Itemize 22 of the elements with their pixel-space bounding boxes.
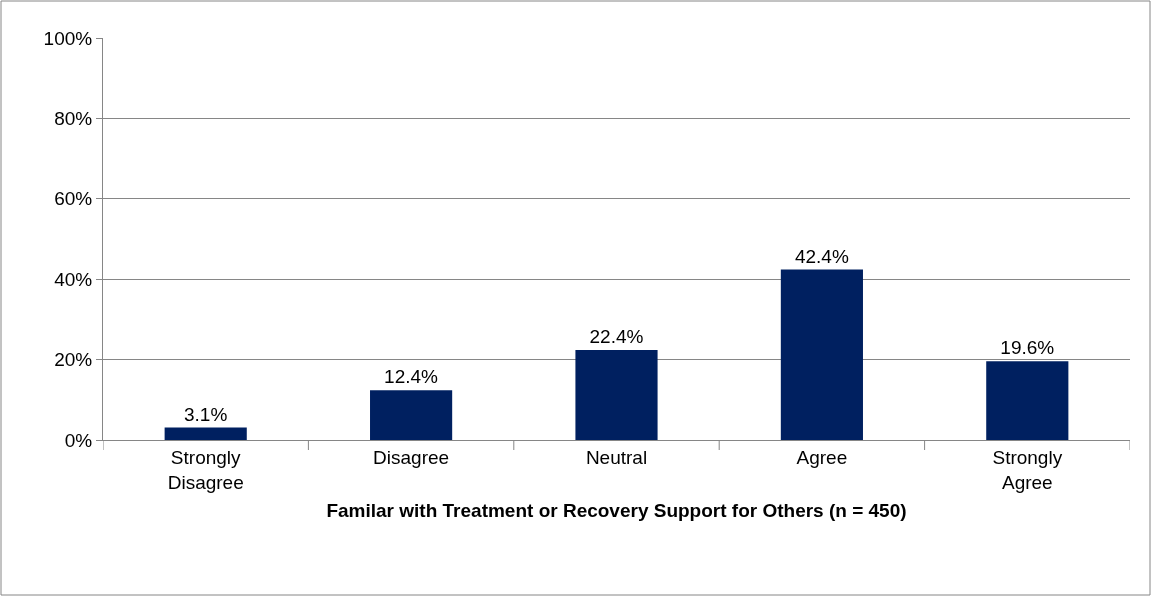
x-tick-label: Neutral [585, 446, 648, 468]
data-label: 19.6% [1000, 337, 1055, 359]
y-tick-label: 20% [54, 349, 93, 371]
data-label: 22.4% [589, 325, 644, 347]
x-tick-label: Strongly Agree [992, 446, 1063, 493]
y-tick-label: 40% [54, 268, 93, 290]
x-axis-title: Familar with Treatment or Recovery Support for Others (n = 450) [326, 500, 907, 522]
y-tick-label: 0% [64, 429, 93, 451]
bar [575, 349, 658, 440]
bar [986, 361, 1069, 440]
data-label: 12.4% [384, 366, 439, 388]
bar [164, 427, 247, 440]
y-tick-label: 80% [54, 108, 93, 130]
x-tick-label: Strongly Disagree [167, 446, 244, 493]
y-tick-label: 100% [43, 27, 93, 49]
data-label: 3.1% [183, 403, 228, 425]
data-label: 42.4% [794, 245, 849, 267]
x-tick-label: Disagree [373, 446, 450, 468]
bar [780, 269, 863, 440]
bar [370, 390, 453, 440]
y-tick-label: 60% [54, 188, 93, 210]
x-tick-label: Agree [796, 446, 848, 468]
